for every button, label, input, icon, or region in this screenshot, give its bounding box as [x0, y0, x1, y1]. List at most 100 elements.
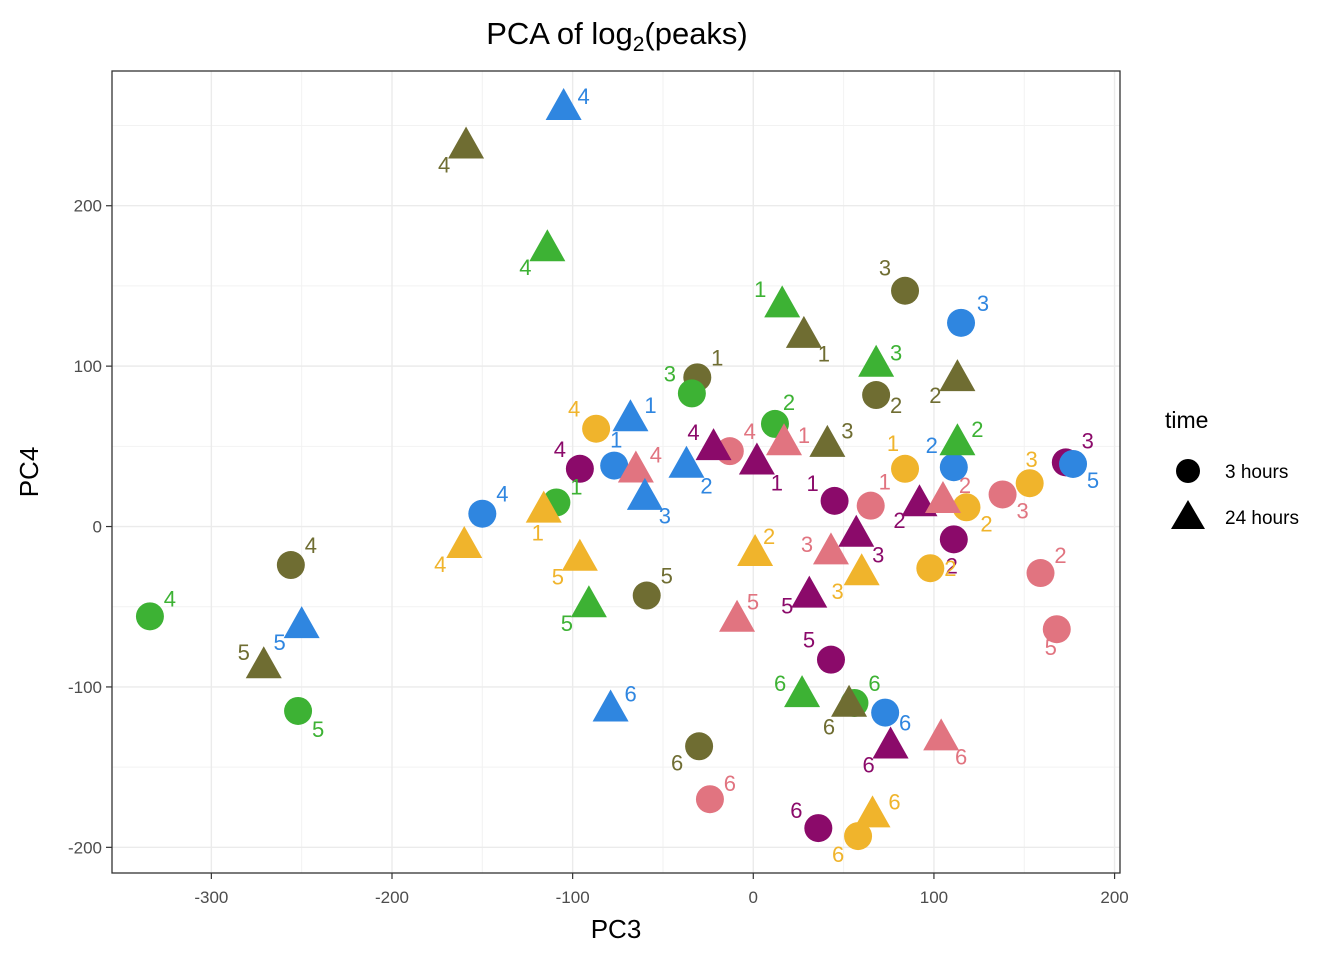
- data-point-triangle: [764, 285, 801, 318]
- data-point-label: 4: [577, 84, 589, 109]
- legend-triangle-key: [1171, 500, 1205, 529]
- data-point-circle: [988, 480, 1017, 509]
- data-point-circle: [135, 602, 164, 631]
- data-point-triangle: [831, 684, 868, 717]
- data-point-label: 3: [832, 579, 844, 604]
- data-point-label: 1: [806, 471, 818, 496]
- data-point-label: 5: [312, 717, 324, 742]
- data-point-label: 2: [929, 383, 941, 408]
- data-point-label: 3: [659, 504, 671, 529]
- data-point-label: 1: [771, 470, 783, 495]
- data-point-label: 5: [238, 640, 250, 665]
- data-point-circle: [804, 814, 833, 843]
- data-point-label: 4: [568, 397, 580, 422]
- data-point-label: 1: [532, 520, 544, 545]
- data-point-circle: [1015, 469, 1044, 498]
- data-point-label: 1: [887, 431, 899, 456]
- data-point-triangle: [737, 533, 774, 566]
- x-tick-label: 100: [920, 888, 948, 907]
- data-point-circle: [891, 454, 920, 483]
- data-point-label: 5: [552, 565, 564, 590]
- data-point-circle: [276, 551, 305, 580]
- data-point-label: 5: [1087, 468, 1099, 493]
- data-point-label: 5: [661, 564, 673, 589]
- data-point-circle: [844, 822, 873, 851]
- data-point-triangle: [939, 423, 976, 456]
- data-point-label: 6: [888, 789, 900, 814]
- x-tick-label: -100: [556, 888, 590, 907]
- data-point-label: 4: [650, 442, 662, 467]
- data-point-label: 5: [274, 630, 286, 655]
- data-point-triangle: [592, 689, 629, 722]
- data-point-label: 3: [664, 361, 676, 386]
- data-point-circle: [1042, 615, 1071, 644]
- data-point-label: 3: [879, 256, 891, 281]
- data-point-label: 1: [711, 345, 723, 370]
- data-point-triangle: [448, 126, 485, 159]
- y-tick-label: 200: [74, 197, 102, 216]
- data-point-circle: [677, 379, 706, 408]
- data-point-label: 2: [763, 524, 775, 549]
- data-point-triangle: [766, 423, 802, 456]
- legend-circle-key: [1176, 459, 1200, 483]
- data-point-circle: [816, 645, 845, 674]
- data-point-label: 1: [610, 428, 622, 453]
- data-point-label: 4: [305, 533, 317, 558]
- data-points: [135, 88, 1088, 851]
- data-point-triangle: [939, 359, 976, 392]
- data-point-triangle: [283, 606, 320, 639]
- data-point-label: 5: [781, 594, 793, 619]
- data-point-label: 3: [890, 341, 902, 366]
- data-point-label: 6: [862, 752, 874, 777]
- data-point-label: 1: [798, 423, 810, 448]
- legend-label-24-hours: 24 hours: [1225, 508, 1299, 529]
- data-point-label: 5: [747, 590, 759, 615]
- data-point-circle: [565, 454, 594, 483]
- data-point-circle: [582, 414, 611, 443]
- data-point-triangle: [809, 424, 846, 457]
- data-point-label: 3: [1082, 428, 1094, 453]
- y-tick-label: -200: [68, 838, 102, 857]
- data-point-label: 4: [744, 419, 756, 444]
- data-point-triangle: [561, 538, 598, 571]
- y-tick-label: -100: [68, 678, 102, 697]
- data-point-label: 2: [971, 417, 983, 442]
- data-point-label: 4: [519, 255, 531, 280]
- data-point-label: 1: [754, 277, 766, 302]
- data-point-triangle: [719, 599, 756, 632]
- data-point-label: 4: [554, 437, 566, 462]
- y-tick-label: 100: [74, 357, 102, 376]
- data-point-label: 1: [818, 342, 830, 367]
- data-point-triangle: [854, 795, 891, 828]
- data-point-label: 4: [687, 420, 699, 445]
- data-point-triangle: [570, 585, 607, 618]
- data-point-label: 4: [496, 482, 508, 507]
- x-axis-title: PC3: [591, 914, 642, 944]
- data-point-label: 6: [868, 671, 880, 696]
- data-point-triangle: [245, 646, 282, 679]
- data-point-circle: [695, 785, 724, 814]
- data-point-triangle: [924, 481, 961, 514]
- data-point-label: 6: [624, 681, 636, 706]
- data-point-circle: [284, 696, 313, 725]
- data-point-label: 4: [438, 152, 450, 177]
- data-point-circle: [1026, 559, 1055, 588]
- data-point-label: 3: [977, 291, 989, 316]
- data-point-circle: [939, 525, 968, 554]
- data-point-label: 2: [783, 390, 795, 415]
- data-point-triangle: [843, 553, 880, 586]
- data-point-circle: [891, 276, 920, 305]
- data-point-triangle: [626, 477, 663, 510]
- data-point-label: 6: [955, 744, 967, 769]
- data-point-circle: [632, 581, 661, 610]
- data-point-label: 2: [1054, 543, 1066, 568]
- legend: time 3 hours 24 hours: [1165, 407, 1299, 529]
- data-point-label: 6: [790, 798, 802, 823]
- data-point-label: 6: [899, 711, 911, 736]
- data-point-label: 3: [801, 532, 813, 557]
- x-tick-label: 200: [1100, 888, 1128, 907]
- data-point-triangle: [668, 445, 705, 478]
- y-tick-label: 0: [93, 518, 102, 537]
